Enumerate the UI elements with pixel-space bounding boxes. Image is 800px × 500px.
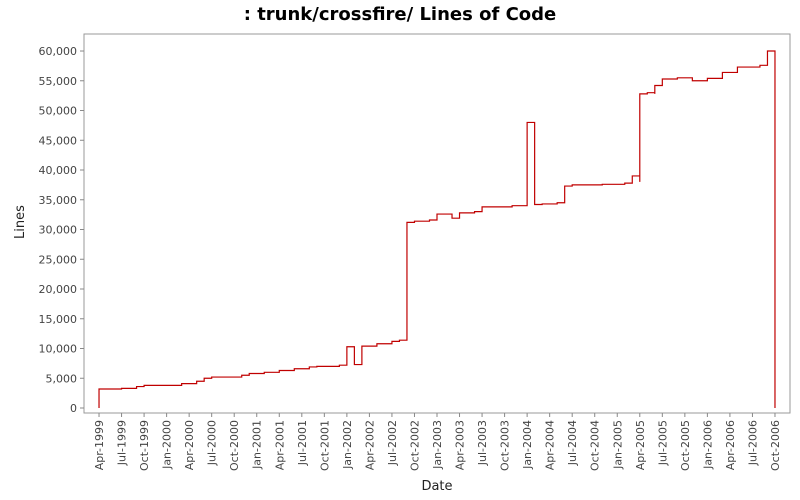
- x-tick-label: Jan-2006: [701, 420, 714, 470]
- line: [98, 50, 776, 409]
- x-tick-label: Oct-1999: [138, 420, 151, 471]
- x-tick-label: Apr-2000: [183, 420, 196, 470]
- x-tick-label: Jul-2003: [476, 420, 489, 466]
- x-tick-label: Jan-2003: [431, 420, 444, 470]
- y-tick-label: 35,000: [39, 194, 78, 207]
- x-tick-label: Apr-1999: [93, 420, 106, 470]
- x-tick-label: Jan-2002: [341, 420, 354, 470]
- x-tick-label: Oct-2004: [589, 420, 602, 471]
- y-tick-label: 5,000: [46, 372, 78, 385]
- y-tick-label: 60,000: [39, 45, 78, 58]
- y-tick-label: 40,000: [39, 164, 78, 177]
- x-tick-label: Jul-2005: [656, 420, 669, 466]
- y-tick-label: 55,000: [39, 75, 78, 88]
- x-tick-label: Jul-2006: [746, 420, 759, 466]
- x-tick-label: Apr-2004: [544, 420, 557, 470]
- x-tick-label: Jan-2004: [521, 420, 534, 470]
- x-tick-label: Jan-2005: [611, 420, 624, 470]
- x-tick-label: Oct-2005: [679, 420, 692, 471]
- y-tick-label: 45,000: [39, 134, 78, 147]
- x-axis-label: Date: [421, 479, 452, 494]
- x-tick-label: Oct-2006: [769, 420, 782, 471]
- y-tick-label: 10,000: [39, 343, 78, 356]
- x-tick-label: Oct-2003: [499, 420, 512, 471]
- x-tick-label: Oct-2000: [228, 420, 241, 471]
- x-tick-label: Jul-2001: [296, 420, 309, 466]
- x-tick-label: Oct-2001: [318, 420, 331, 471]
- x-tick-label: Jul-2000: [206, 420, 219, 466]
- y-tick-label: 30,000: [39, 224, 78, 237]
- x-tick-label: Apr-2002: [363, 420, 376, 470]
- y-tick-label: 15,000: [39, 313, 78, 326]
- x-tick-label: Apr-2006: [724, 420, 737, 470]
- plot-area: [83, 33, 791, 414]
- x-tick-label: Jul-2002: [386, 420, 399, 466]
- y-tick-label: 50,000: [39, 105, 78, 118]
- y-tick-label: 20,000: [39, 283, 78, 296]
- x-tick-label: Jul-2004: [566, 420, 579, 466]
- x-tick-label: Apr-2003: [454, 420, 467, 470]
- x-tick-label: Apr-2001: [273, 420, 286, 470]
- y-axis-label: Lines: [13, 205, 28, 239]
- x-tick-label: Jan-2001: [251, 420, 264, 470]
- x-tick-label: Jan-2000: [161, 420, 174, 470]
- x-tick-label: Oct-2002: [408, 420, 421, 471]
- y-tick-label: 0: [70, 402, 77, 415]
- x-tick-label: Apr-2005: [634, 420, 647, 470]
- chart-title: : trunk/crossfire/ Lines of Code: [244, 4, 557, 25]
- x-tick-label: Jul-1999: [116, 420, 129, 466]
- y-tick-label: 25,000: [39, 253, 78, 266]
